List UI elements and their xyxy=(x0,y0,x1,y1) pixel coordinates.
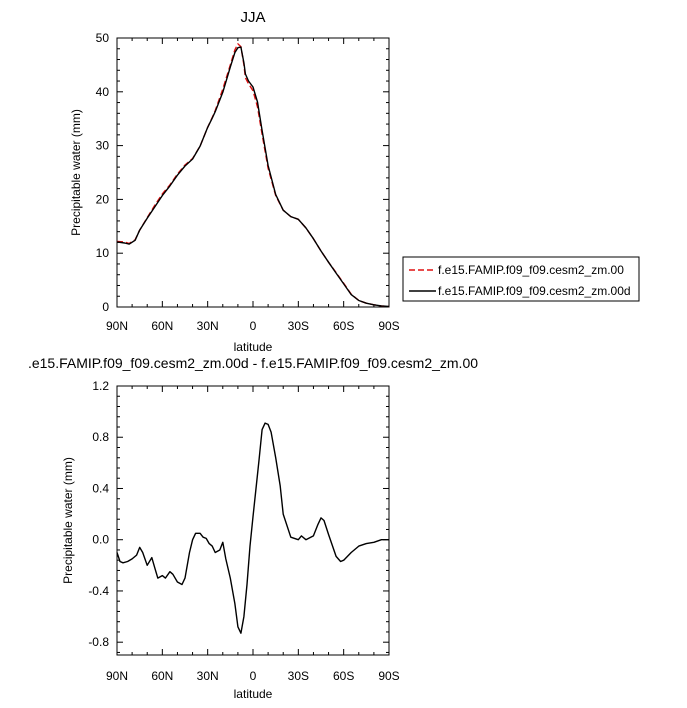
y-tick-label: 10 xyxy=(96,246,110,260)
y-tick-label: -0.8 xyxy=(88,635,109,649)
x-tick-label: 90N xyxy=(106,319,128,333)
series-line-2 xyxy=(116,46,390,308)
x-tick-label: 90S xyxy=(378,319,399,333)
chart-panel-1 xyxy=(116,37,390,308)
x-axis-label: latitude xyxy=(234,687,273,701)
legend-label-1: f.e15.FAMIP.f09_f09.cesm2_zm.00 xyxy=(438,263,624,277)
chart-title: JJA xyxy=(240,9,265,26)
legend xyxy=(402,256,640,302)
x-tick-label: 30S xyxy=(288,319,309,333)
legend-label-2: f.e15.FAMIP.f09_f09.cesm2_zm.00d xyxy=(438,284,631,298)
y-tick-label: 1.2 xyxy=(92,379,109,393)
chart-title: .e15.FAMIP.f09_f09.cesm2_zm.00d - f.e15.… xyxy=(28,355,478,371)
y-tick-label: -0.4 xyxy=(88,584,109,598)
y-tick-label: 40 xyxy=(96,85,110,99)
x-tick-label: 30N xyxy=(197,319,219,333)
y-tick-label: 20 xyxy=(96,192,110,206)
x-tick-label: 30N xyxy=(197,669,219,683)
x-tick-label: 60S xyxy=(333,319,354,333)
y-tick-label: 30 xyxy=(96,139,110,153)
x-tick-label: 0 xyxy=(250,319,257,333)
chart-panel-2 xyxy=(116,385,390,656)
x-tick-label: 90N xyxy=(106,669,128,683)
x-tick-label: 60N xyxy=(151,669,173,683)
series-line-1 xyxy=(116,43,390,308)
x-tick-label: 60S xyxy=(333,669,354,683)
y-tick-label: 0.4 xyxy=(92,481,109,495)
legend-box xyxy=(402,256,640,302)
plot-frame xyxy=(116,37,390,308)
x-axis-label: latitude xyxy=(234,340,273,354)
y-tick-label: 0 xyxy=(102,300,109,314)
x-tick-label: 30S xyxy=(288,669,309,683)
y-tick-label: 0.0 xyxy=(92,533,109,547)
series-line-1 xyxy=(116,422,389,634)
y-tick-label: 50 xyxy=(96,31,110,45)
y-tick-label: 0.8 xyxy=(92,430,109,444)
x-tick-label: 60N xyxy=(151,319,173,333)
x-tick-label: 0 xyxy=(250,669,257,683)
y-axis-label: Precipitable water (mm) xyxy=(69,109,83,236)
x-tick-label: 90S xyxy=(378,669,399,683)
y-axis-label: Precipitable water (mm) xyxy=(61,457,75,584)
